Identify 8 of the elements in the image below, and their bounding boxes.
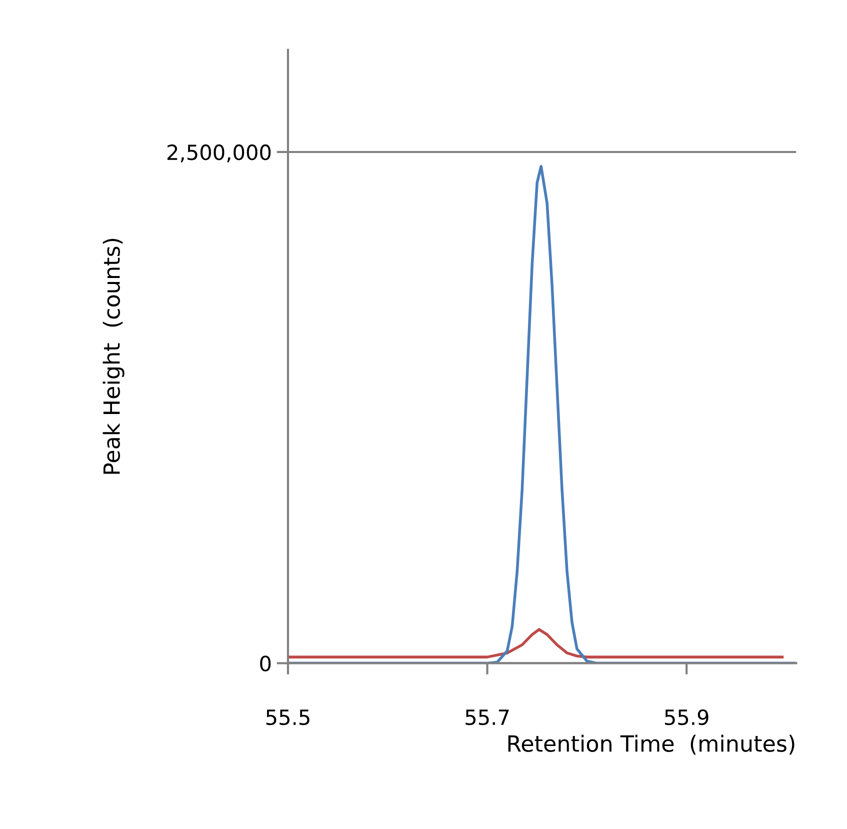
- x-axis-title: Retention Time (minutes): [508, 734, 794, 755]
- x-tick-label: 55.7: [466, 710, 509, 726]
- y-axis-title: Peak Height (counts): [102, 238, 124, 474]
- line-series: [288, 628, 784, 658]
- y-tick-label: 0: [260, 656, 271, 672]
- x-tick-label: 55.5: [266, 710, 310, 726]
- y-tick-label: 2,500,000: [168, 144, 271, 162]
- x-tick-label: 55.9: [664, 709, 708, 726]
